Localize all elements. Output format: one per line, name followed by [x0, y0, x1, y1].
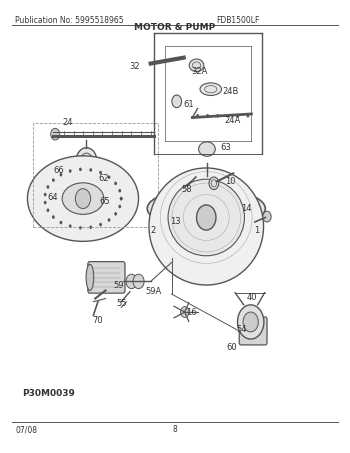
Text: 10: 10 [225, 177, 235, 186]
Ellipse shape [168, 179, 244, 256]
Circle shape [133, 274, 144, 289]
Circle shape [172, 95, 182, 108]
Circle shape [114, 182, 117, 185]
Ellipse shape [147, 188, 265, 229]
Ellipse shape [200, 83, 222, 96]
Circle shape [114, 212, 117, 216]
Ellipse shape [62, 183, 104, 214]
Text: Publication No: 5995518965: Publication No: 5995518965 [15, 16, 124, 25]
Circle shape [99, 171, 102, 174]
Circle shape [243, 312, 258, 332]
Circle shape [44, 201, 47, 204]
FancyBboxPatch shape [88, 262, 125, 293]
Circle shape [120, 197, 122, 200]
Circle shape [226, 114, 229, 117]
Text: 24B: 24B [222, 87, 239, 96]
Text: 16: 16 [186, 308, 197, 318]
Circle shape [89, 168, 92, 172]
Ellipse shape [189, 59, 204, 72]
Text: 59A: 59A [145, 287, 162, 296]
Ellipse shape [198, 142, 215, 156]
Text: MOTOR & PUMP: MOTOR & PUMP [134, 23, 216, 32]
Circle shape [44, 193, 47, 197]
Circle shape [75, 189, 91, 208]
Circle shape [181, 307, 189, 318]
Circle shape [52, 215, 55, 219]
Text: 32A: 32A [191, 67, 208, 76]
Circle shape [196, 114, 199, 117]
Text: 66: 66 [53, 166, 64, 175]
Circle shape [79, 226, 82, 230]
Circle shape [47, 185, 49, 189]
Text: 07/08: 07/08 [15, 425, 37, 434]
Text: FDB1500LF: FDB1500LF [217, 16, 260, 25]
Text: 1: 1 [254, 226, 259, 235]
Ellipse shape [27, 156, 139, 241]
Text: 2: 2 [151, 226, 156, 235]
Circle shape [238, 305, 264, 339]
FancyBboxPatch shape [239, 317, 267, 345]
Circle shape [118, 205, 121, 208]
Circle shape [76, 148, 97, 175]
Text: 64: 64 [48, 193, 58, 202]
Circle shape [108, 175, 111, 179]
Text: 24: 24 [62, 118, 72, 127]
Text: 14: 14 [241, 204, 251, 213]
Text: 58: 58 [181, 185, 192, 194]
Circle shape [51, 128, 60, 140]
Text: 70: 70 [93, 316, 103, 325]
Text: 63: 63 [220, 143, 231, 152]
Circle shape [126, 274, 137, 289]
Circle shape [60, 221, 62, 224]
Ellipse shape [86, 264, 94, 290]
Text: P30M0039: P30M0039 [22, 390, 75, 399]
Circle shape [118, 189, 121, 193]
Text: 24A: 24A [224, 116, 240, 125]
Circle shape [216, 114, 219, 117]
Text: 40: 40 [247, 293, 257, 302]
Circle shape [69, 224, 72, 228]
Circle shape [79, 168, 82, 171]
Text: 60: 60 [226, 342, 237, 352]
Circle shape [47, 208, 49, 212]
Ellipse shape [85, 166, 100, 177]
Circle shape [209, 177, 219, 190]
Circle shape [60, 173, 62, 177]
Circle shape [206, 114, 209, 117]
Circle shape [263, 211, 271, 222]
Circle shape [197, 205, 216, 230]
Text: 13: 13 [170, 217, 181, 226]
Circle shape [99, 223, 102, 226]
Circle shape [52, 178, 55, 182]
Text: 62: 62 [98, 174, 109, 183]
Text: 8: 8 [173, 425, 177, 434]
Circle shape [89, 226, 92, 229]
Text: 61: 61 [184, 101, 194, 110]
Text: 65: 65 [99, 197, 110, 206]
Circle shape [120, 197, 122, 200]
Text: 32: 32 [130, 62, 140, 71]
Circle shape [237, 114, 239, 117]
Text: 59: 59 [113, 281, 124, 290]
Circle shape [69, 169, 72, 173]
Text: 55: 55 [116, 299, 126, 308]
Text: 54: 54 [236, 325, 247, 334]
Circle shape [108, 218, 111, 222]
Circle shape [246, 114, 249, 117]
Ellipse shape [149, 168, 264, 285]
